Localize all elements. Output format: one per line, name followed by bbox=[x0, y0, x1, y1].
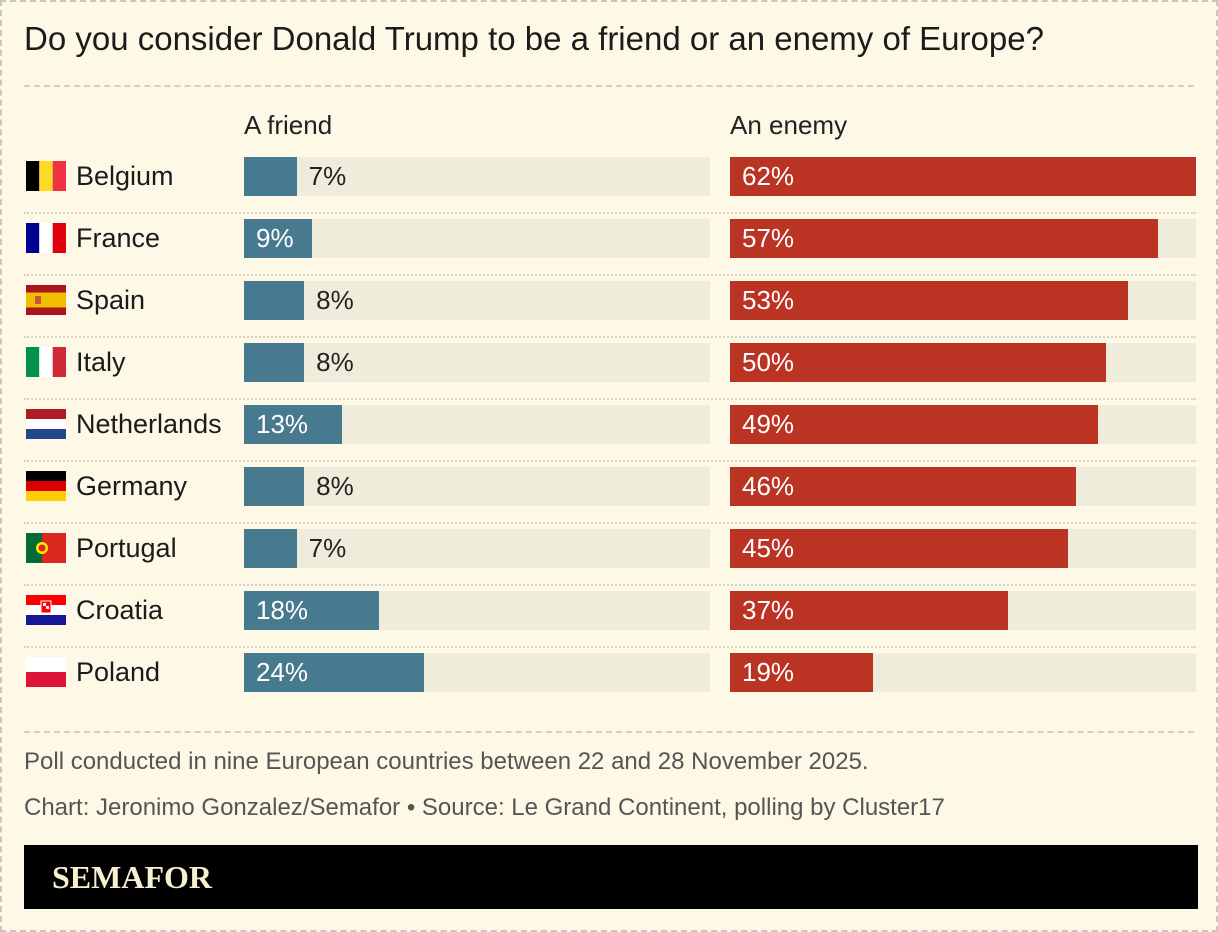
enemy-value-label: 57% bbox=[742, 223, 795, 253]
row-separator bbox=[24, 460, 1196, 462]
row-netherlands: Netherlands 13% 49% bbox=[24, 405, 1196, 467]
friend-value-label: 8% bbox=[316, 471, 354, 501]
friend-bar bbox=[244, 653, 425, 692]
enemy-track: 45% bbox=[730, 529, 1196, 568]
enemy-value-label: 50% bbox=[742, 347, 795, 377]
enemy-bar bbox=[730, 529, 1069, 568]
row-italy: Italy 8% 50% bbox=[24, 343, 1196, 405]
row-france: France 9% 57% bbox=[24, 219, 1196, 281]
poland-flag-icon bbox=[26, 657, 66, 687]
row-separator bbox=[24, 646, 1196, 648]
row-croatia: Croatia 18% 37% bbox=[24, 591, 1196, 653]
row-separator bbox=[24, 398, 1196, 400]
croatia-flag-icon bbox=[26, 595, 66, 625]
row-germany: Germany 8% 46% bbox=[24, 467, 1196, 529]
friend-track: 8% bbox=[244, 343, 710, 382]
footer-bar: SEMAFOR bbox=[24, 845, 1198, 909]
country-label: Croatia bbox=[76, 595, 164, 625]
divider bbox=[24, 731, 1194, 733]
enemy-track: 46% bbox=[730, 467, 1196, 506]
column-header-friend: A friend bbox=[244, 110, 333, 140]
enemy-bar bbox=[730, 219, 1159, 258]
enemy-track: 62% bbox=[730, 157, 1196, 196]
friend-bar bbox=[244, 219, 312, 258]
row-portugal: Portugal 7% 45% bbox=[24, 529, 1196, 591]
enemy-bar bbox=[730, 343, 1106, 382]
country-label: Germany bbox=[76, 471, 188, 501]
friend-bar bbox=[244, 281, 305, 320]
friend-bar bbox=[244, 529, 297, 568]
friend-value-label: 9% bbox=[256, 223, 294, 253]
enemy-bar bbox=[730, 405, 1099, 444]
semafor-logo: SEMAFOR bbox=[52, 859, 212, 895]
italy-flag-icon bbox=[26, 347, 66, 377]
enemy-value-label: 53% bbox=[742, 285, 795, 315]
friend-value-label: 8% bbox=[316, 285, 354, 315]
country-label: Portugal bbox=[76, 533, 177, 563]
country-label: Netherlands bbox=[76, 409, 222, 439]
portugal-flag-icon bbox=[26, 533, 66, 563]
country-label: France bbox=[76, 223, 161, 253]
enemy-value-label: 62% bbox=[742, 161, 795, 191]
row-separator bbox=[24, 584, 1196, 586]
enemy-bar bbox=[730, 467, 1076, 506]
enemy-track: 53% bbox=[730, 281, 1196, 320]
friend-bar bbox=[244, 343, 305, 382]
france-flag-icon bbox=[26, 223, 66, 253]
row-spain: Spain 8% 53% bbox=[24, 281, 1196, 343]
enemy-track: 50% bbox=[730, 343, 1196, 382]
divider bbox=[24, 85, 1194, 87]
germany-flag-icon bbox=[26, 471, 66, 501]
friend-bar bbox=[244, 591, 380, 630]
enemy-value-label: 45% bbox=[742, 533, 795, 563]
friend-bar bbox=[244, 467, 305, 506]
chart-note: Poll conducted in nine European countrie… bbox=[24, 748, 869, 775]
friend-track: 7% bbox=[244, 529, 710, 568]
enemy-track: 37% bbox=[730, 591, 1196, 630]
row-separator bbox=[24, 274, 1196, 276]
friend-bar bbox=[244, 157, 297, 196]
friend-track: 8% bbox=[244, 467, 710, 506]
friend-value-label: 8% bbox=[316, 347, 354, 377]
belgium-flag-icon bbox=[26, 161, 66, 191]
friend-value-label: 24% bbox=[256, 657, 309, 687]
chart-credit: Chart: Jeronimo Gonzalez/Semafor • Sourc… bbox=[24, 794, 945, 821]
enemy-track: 49% bbox=[730, 405, 1196, 444]
enemy-bar bbox=[730, 157, 1196, 196]
friend-track: 8% bbox=[244, 281, 710, 320]
row-separator bbox=[24, 336, 1196, 338]
country-label: Belgium bbox=[76, 161, 174, 191]
enemy-track: 19% bbox=[730, 653, 1196, 692]
enemy-value-label: 19% bbox=[742, 657, 795, 687]
row-separator bbox=[24, 522, 1196, 524]
friend-track: 18% bbox=[244, 591, 710, 630]
enemy-value-label: 37% bbox=[742, 595, 795, 625]
enemy-value-label: 49% bbox=[742, 409, 795, 439]
row-separator bbox=[24, 212, 1196, 214]
enemy-track: 57% bbox=[730, 219, 1196, 258]
row-poland: Poland 24% 19% bbox=[24, 653, 1196, 715]
friend-value-label: 18% bbox=[256, 595, 309, 625]
country-label: Spain bbox=[76, 285, 146, 315]
friend-value-label: 7% bbox=[308, 533, 347, 563]
chart-title: Do you consider Donald Trump to be a fri… bbox=[24, 20, 1044, 57]
country-label: Italy bbox=[76, 347, 126, 377]
enemy-bar bbox=[730, 653, 873, 692]
friend-track: 24% bbox=[244, 653, 710, 692]
country-label: Poland bbox=[76, 657, 161, 687]
friend-track: 9% bbox=[244, 219, 710, 258]
netherlands-flag-icon bbox=[26, 409, 66, 439]
enemy-bar bbox=[730, 591, 1009, 630]
enemy-value-label: 46% bbox=[742, 471, 795, 501]
friend-bar bbox=[244, 405, 342, 444]
friend-track: 7% bbox=[244, 157, 710, 196]
enemy-bar bbox=[730, 281, 1129, 320]
column-header-enemy: An enemy bbox=[730, 110, 848, 140]
spain-flag-icon bbox=[26, 285, 66, 315]
friend-value-label: 7% bbox=[308, 161, 347, 191]
friend-value-label: 13% bbox=[256, 409, 309, 439]
row-belgium: Belgium 7% 62% bbox=[24, 157, 1196, 219]
friend-track: 13% bbox=[244, 405, 710, 444]
